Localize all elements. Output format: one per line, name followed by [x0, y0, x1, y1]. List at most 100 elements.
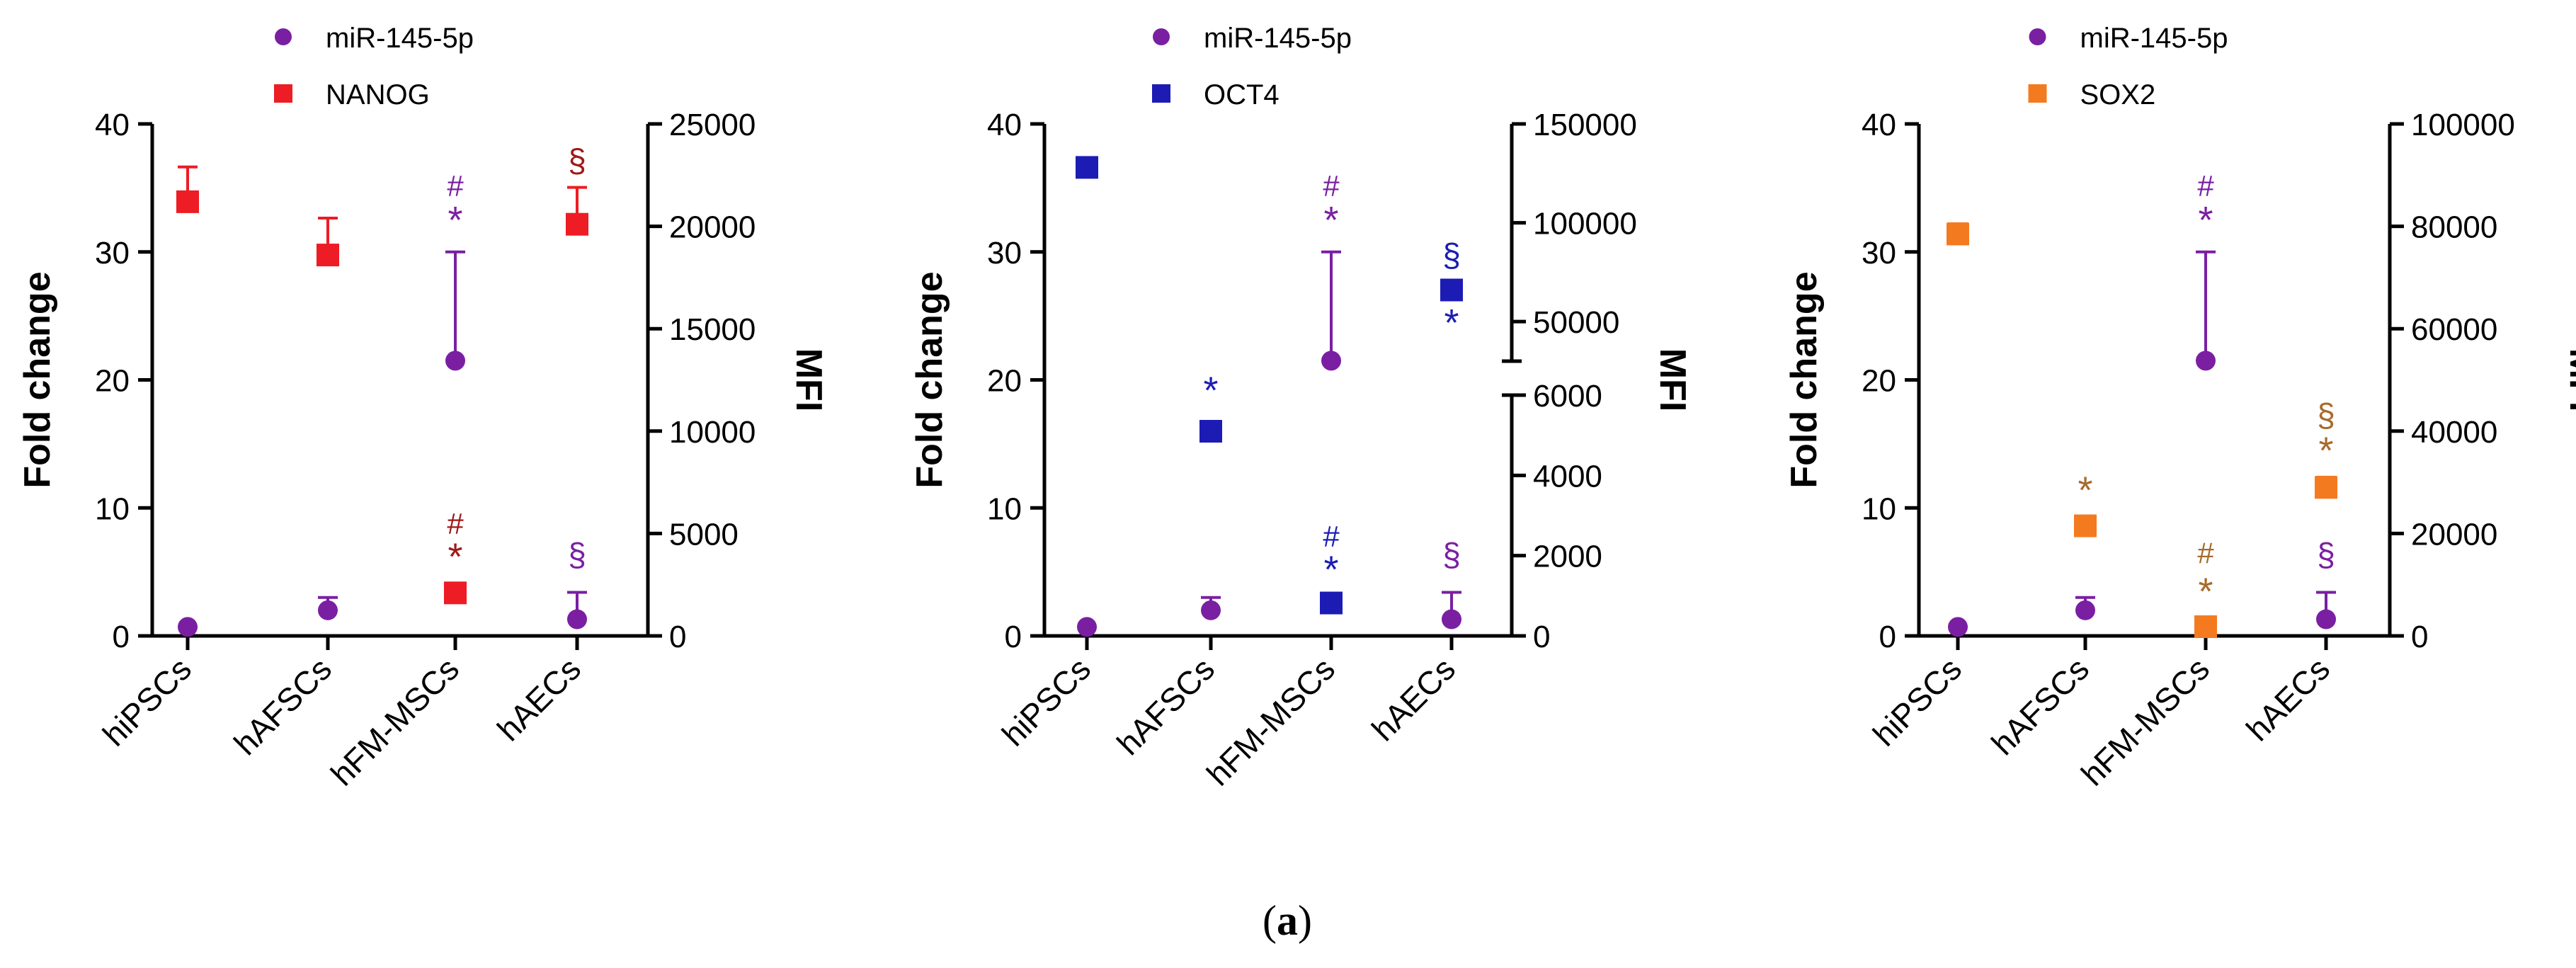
- legend-label: miR-145-5p: [326, 23, 474, 54]
- significance-mark: #: [447, 507, 464, 540]
- legend-marker-square: [1152, 84, 1170, 103]
- legend-label: SOX2: [2080, 79, 2156, 110]
- data-point-square: [1947, 222, 1969, 246]
- y-axis-title-left: Fold change: [17, 271, 58, 488]
- y-axis-title-left: Fold change: [909, 271, 950, 488]
- left-tick-label: 30: [95, 236, 130, 271]
- data-point-circle: [2196, 351, 2216, 371]
- significance-mark: *: [1323, 549, 1338, 591]
- data-point-circle: [567, 609, 587, 630]
- data-point-circle: [2075, 600, 2095, 620]
- right-tick-label: 100000: [1533, 207, 1637, 241]
- left-tick-label: 0: [1879, 620, 1896, 654]
- data-point-circle: [1201, 600, 1221, 620]
- significance-mark: #: [1443, 274, 1460, 307]
- right-tick-label: 100000: [2411, 108, 2515, 142]
- left-tick-label: 10: [1862, 491, 1896, 526]
- significance-mark: *: [448, 199, 462, 241]
- significance-mark: #: [2197, 169, 2214, 203]
- left-tick-label: 40: [95, 108, 130, 142]
- left-tick-label: 30: [1862, 236, 1896, 271]
- right-tick-label: 4000: [1533, 459, 1602, 494]
- data-point-circle: [318, 600, 338, 620]
- caption-open-paren: (: [1263, 897, 1277, 944]
- significance-mark: §: [2317, 397, 2335, 433]
- left-tick-label: 20: [987, 364, 1022, 399]
- legend-label: NANOG: [326, 79, 430, 110]
- y-axis-title-right: MFI: [1652, 348, 1693, 412]
- right-tick-label: 15000: [669, 312, 756, 347]
- significance-mark: *: [2318, 430, 2333, 472]
- significance-mark: *: [1444, 302, 1459, 344]
- left-tick-label: 40: [1862, 108, 1896, 142]
- data-point-square: [176, 190, 199, 213]
- data-point-circle: [1321, 351, 1341, 371]
- significance-mark: §: [1442, 237, 1461, 273]
- right-tick-label: 20000: [2411, 517, 2497, 552]
- y-axis-title-left: Fold change: [1784, 271, 1825, 488]
- significance-mark: #: [1323, 520, 1340, 553]
- data-point-square: [317, 244, 339, 267]
- legend-marker-circle: [2029, 28, 2046, 45]
- left-tick-label: 0: [1005, 620, 1022, 654]
- significance-mark: *: [2198, 199, 2213, 241]
- right-tick-label: 40000: [2411, 415, 2497, 450]
- left-tick-label: 10: [95, 491, 130, 526]
- left-tick-label: 40: [987, 108, 1022, 142]
- data-point-circle: [1077, 617, 1097, 637]
- significance-mark: §: [1442, 536, 1461, 573]
- right-tick-label: 25000: [669, 108, 756, 142]
- right-tick-label: 6000: [1533, 379, 1602, 414]
- data-point-circle: [1948, 617, 1968, 637]
- legend-marker-circle: [1153, 28, 1170, 45]
- significance-mark: *: [1323, 199, 1338, 241]
- right-tick-label: 80000: [2411, 210, 2497, 245]
- legend-label: miR-145-5p: [2080, 23, 2228, 54]
- left-tick-label: 20: [95, 364, 130, 399]
- left-tick-label: 10: [987, 491, 1022, 526]
- right-tick-label: 5000: [669, 517, 739, 552]
- significance-mark: #: [1323, 169, 1340, 203]
- data-point-square: [2315, 476, 2337, 499]
- data-point-square: [2194, 615, 2217, 638]
- significance-mark: *: [448, 536, 462, 579]
- significance-mark: *: [2078, 469, 2092, 512]
- data-point-square: [1440, 278, 1463, 302]
- right-tick-label: 0: [2411, 620, 2428, 654]
- significance-mark: #: [447, 169, 464, 203]
- data-point-circle: [445, 351, 465, 371]
- data-point-circle: [178, 617, 198, 637]
- data-point-circle: [1442, 609, 1461, 630]
- right-tick-label: 20000: [669, 210, 756, 245]
- legend-label: miR-145-5p: [1204, 23, 1352, 54]
- right-tick-label: 10000: [669, 415, 756, 450]
- legend-label: OCT4: [1204, 79, 1280, 110]
- left-tick-label: 0: [113, 620, 130, 654]
- left-tick-label: 20: [1862, 364, 1896, 399]
- data-point-square: [566, 212, 588, 236]
- significance-mark: *: [2198, 570, 2213, 613]
- significance-mark: §: [568, 142, 586, 178]
- legend-marker-square: [2028, 84, 2047, 103]
- significance-mark: *: [1203, 370, 1218, 412]
- data-point-square: [1076, 156, 1098, 179]
- legend-marker-circle: [275, 28, 292, 45]
- data-point-square: [444, 581, 467, 605]
- data-point-square: [1320, 591, 1343, 615]
- left-tick-label: 30: [987, 236, 1022, 271]
- right-tick-label: 2000: [1533, 540, 1602, 574]
- y-axis-title-right: MFI: [788, 348, 829, 412]
- data-point-square: [1199, 420, 1222, 443]
- right-tick-label: 60000: [2411, 312, 2497, 347]
- right-tick-label: 0: [1533, 620, 1550, 654]
- significance-mark: §: [2317, 536, 2335, 573]
- legend-marker-square: [274, 84, 292, 103]
- data-point-square: [2074, 514, 2097, 537]
- data-point-circle: [2316, 609, 2336, 630]
- figure-caption: (a): [1263, 897, 1312, 944]
- significance-mark: #: [2197, 537, 2214, 570]
- right-tick-label: 50000: [1533, 305, 1619, 340]
- caption-close-paren: ): [1298, 897, 1312, 944]
- right-tick-label: 0: [669, 620, 686, 654]
